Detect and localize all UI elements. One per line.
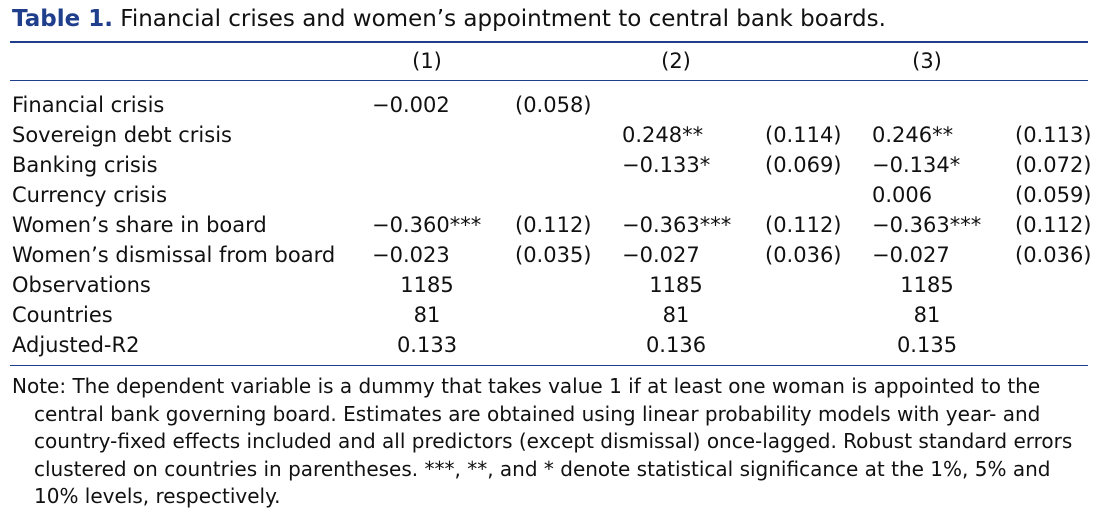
std-error-cell: (0.036) (1015, 243, 1092, 267)
std-error-cell: (0.112) (515, 213, 592, 237)
std-error-cell: (0.069) (765, 153, 842, 177)
row-label: Currency crisis (12, 183, 168, 207)
coefficient-cell: −0.363*** (622, 213, 732, 237)
coefficient-cell: −0.002 (372, 93, 450, 117)
stat-label: Countries (12, 303, 113, 327)
stat-cell: 81 (662, 303, 690, 327)
std-error-cell: (0.072) (1015, 153, 1092, 177)
table-note: Note: The dependent variable is a dummy … (12, 373, 1090, 511)
std-error-cell: (0.112) (1015, 213, 1092, 237)
table-label: Table 1. (12, 6, 113, 32)
stat-cell: 0.135 (896, 333, 958, 357)
stat-label: Adjusted-R2 (12, 333, 140, 357)
stat-cell: 81 (413, 303, 441, 327)
stat-cell: 1185 (649, 273, 703, 297)
coefficient-cell: −0.027 (872, 243, 950, 267)
stat-cell: 1185 (900, 273, 954, 297)
stat-label: Observations (12, 273, 151, 297)
stat-cell: 0.136 (645, 333, 707, 357)
row-label: Sovereign debt crisis (12, 123, 232, 147)
column-header: (3) (912, 49, 942, 73)
coefficient-cell: −0.023 (372, 243, 450, 267)
row-label: Banking crisis (12, 153, 158, 177)
coefficient-cell: −0.027 (622, 243, 700, 267)
header-rule (10, 80, 1088, 81)
column-header: (1) (412, 49, 442, 73)
std-error-cell: (0.036) (765, 243, 842, 267)
coefficient-cell: −0.363*** (872, 213, 982, 237)
coefficient-cell: 0.246** (872, 123, 954, 147)
table-title: Table 1. Financial crises and women’s ap… (12, 6, 886, 32)
std-error-cell: (0.113) (1015, 123, 1092, 147)
coefficient-cell: 0.248** (622, 123, 704, 147)
std-error-cell: (0.112) (765, 213, 842, 237)
coefficient-cell: −0.133* (622, 153, 711, 177)
row-label: Women’s share in board (12, 213, 267, 237)
bottom-rule (10, 365, 1088, 366)
column-header: (2) (661, 49, 691, 73)
coefficient-cell: −0.360*** (372, 213, 482, 237)
std-error-cell: (0.059) (1015, 183, 1092, 207)
coefficient-cell: −0.134* (872, 153, 961, 177)
note-text: Note: The dependent variable is a dummy … (12, 374, 1073, 508)
stat-cell: 0.133 (396, 333, 458, 357)
row-label: Women’s dismissal from board (12, 243, 336, 267)
coefficient-cell: 0.006 (872, 183, 933, 207)
top-rule (10, 41, 1088, 43)
table-caption: Financial crises and women’s appointment… (120, 6, 886, 32)
stat-cell: 1185 (400, 273, 454, 297)
row-label: Financial crisis (12, 93, 165, 117)
std-error-cell: (0.058) (515, 93, 592, 117)
std-error-cell: (0.114) (765, 123, 842, 147)
stat-cell: 81 (913, 303, 941, 327)
std-error-cell: (0.035) (515, 243, 592, 267)
